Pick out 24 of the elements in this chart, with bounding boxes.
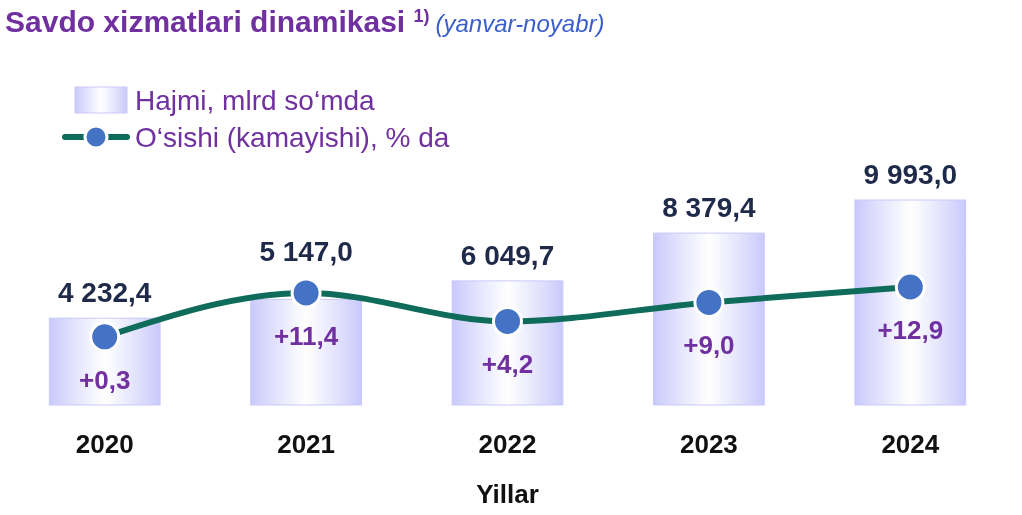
x-tick-label: 2020 (75, 429, 134, 459)
data-label: +9,0 (683, 330, 735, 361)
x-tick-label: 2021 (277, 429, 336, 459)
data-label: 6 049,7 (460, 239, 555, 271)
data-label: 9 993,0 (863, 159, 958, 190)
data-label: +12,9 (877, 315, 944, 345)
bar (451, 280, 564, 406)
chart-subtitle: (yanvar-noyabr) (435, 10, 605, 37)
bar (250, 298, 362, 406)
data-label: 5 147,0 (259, 235, 353, 267)
bar (653, 232, 765, 406)
chart-title: Savdo xizmatlari dinamikasi $^{1)}$ (5, 5, 430, 38)
bar (854, 199, 967, 406)
data-label: 4 232,4 (57, 277, 152, 309)
data-label: +4,2 (481, 349, 534, 380)
x-tick-label: 2022 (478, 429, 537, 459)
x-tick-label: 2023 (679, 429, 738, 459)
legend-label: Hajmi, mlrd so‘mda (135, 85, 376, 116)
x-axis-title: Yillar (476, 479, 539, 509)
data-label: +0,3 (79, 364, 131, 395)
data-label: +11,4 (273, 320, 339, 351)
legend-label: O‘sishi (kamayishi), % da (135, 122, 450, 153)
data-label: 8 379,4 (662, 192, 757, 224)
x-tick-label: 2024 (881, 429, 940, 459)
